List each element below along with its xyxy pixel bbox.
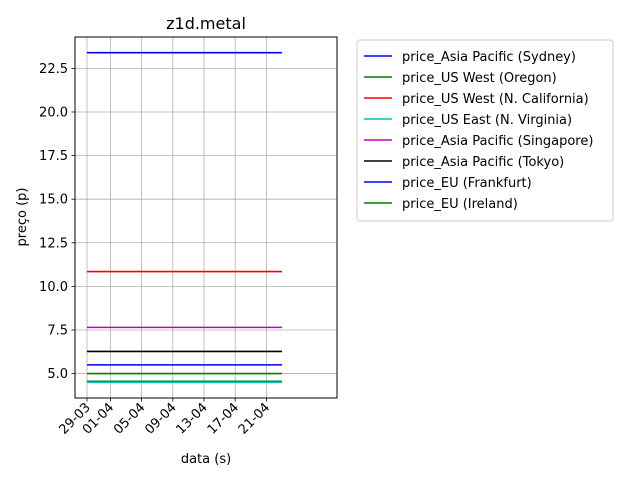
legend-label-3: price_US East (N. Virginia) xyxy=(402,113,572,128)
legend-label-4: price_Asia Pacific (Singapore) xyxy=(402,134,593,149)
legend-label-2: price_US West (N. California) xyxy=(402,92,589,107)
y-tick-label: 22.5 xyxy=(39,62,68,77)
x-axis-label: data (s) xyxy=(181,452,231,467)
chart-title: z1d.metal xyxy=(166,14,246,33)
y-axis-label: preço (p) xyxy=(15,188,30,247)
y-tick-label: 17.5 xyxy=(39,149,68,164)
grid xyxy=(75,37,337,398)
y-tick-label: 5.0 xyxy=(47,367,68,382)
y-tick-label: 20.0 xyxy=(39,105,68,120)
legend-label-7: price_EU (Ireland) xyxy=(402,197,518,212)
y-tick-label: 12.5 xyxy=(39,236,68,251)
y-tick-label: 7.5 xyxy=(47,323,68,338)
legend-box xyxy=(356,39,614,222)
legend: price_Asia Pacific (Sydney) price_US West… xyxy=(356,39,614,222)
y-axis: 5.0 7.5 10.0 12.5 15.0 17.5 20.0 22.5 xyxy=(39,62,75,382)
series-lines xyxy=(87,51,282,384)
plot-area xyxy=(75,37,337,398)
plot-frame xyxy=(74,36,338,399)
legend-label-1: price_US West (Oregon) xyxy=(402,71,557,86)
y-tick-label: 10.0 xyxy=(39,280,68,295)
legend-label-0: price_Asia Pacific (Sydney) xyxy=(402,50,576,65)
legend-label-6: price_EU (Frankfurt) xyxy=(402,176,532,191)
y-tick-label: 15.0 xyxy=(39,193,68,208)
legend-label-5: price_Asia Pacific (Tokyo) xyxy=(402,155,564,170)
